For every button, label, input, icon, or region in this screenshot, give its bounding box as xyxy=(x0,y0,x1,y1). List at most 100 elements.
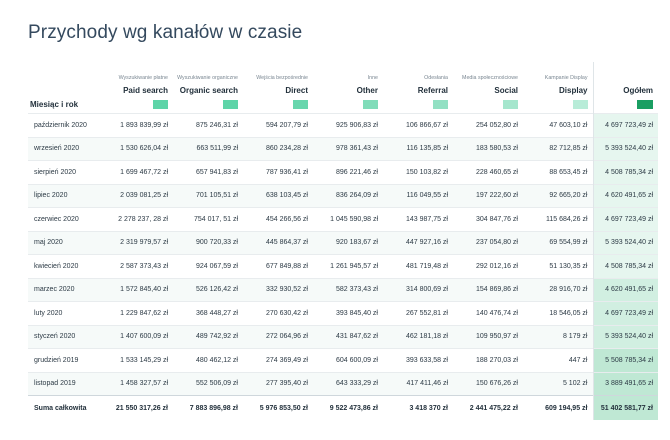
value-cell: 183 580,53 zł xyxy=(453,136,523,161)
page-title: Przychody wg kanałów w czasie xyxy=(28,22,303,43)
legend-swatch-cell xyxy=(383,95,453,114)
value-cell: 2 319 979,57 zł xyxy=(103,230,173,255)
month-label: kwiecień 2020 xyxy=(28,254,103,278)
month-label: sierpień 2020 xyxy=(28,160,103,184)
table-row: listopad 2019 1 458 327,57 zł 552 506,09 z… xyxy=(28,371,658,396)
value-cell: 5 102 zł xyxy=(523,371,593,396)
value-cell: 1 530 626,04 zł xyxy=(103,136,173,161)
color-swatch xyxy=(363,99,378,109)
table-row: październik 2020 1 893 839,99 zł 875 246,3… xyxy=(28,113,658,137)
total-cell: 4 620 491,65 zł xyxy=(592,183,658,208)
column-subtitle: Wyszukiwanie płatne xyxy=(118,75,168,81)
value-cell: 188 270,03 zł xyxy=(453,348,523,372)
column-header[interactable]: Referral xyxy=(417,86,448,95)
value-cell: 594 207,79 zł xyxy=(243,113,313,137)
column-header[interactable]: Ogółem xyxy=(592,82,658,95)
color-swatch xyxy=(223,99,238,109)
value-cell: 643 333,29 zł xyxy=(313,371,383,396)
total-value-cell: 21 550 317,26 zł xyxy=(103,395,173,420)
value-cell: 1 572 845,40 zł xyxy=(103,277,173,302)
total-cell: 5 393 524,40 zł xyxy=(592,136,658,161)
table-row: kwiecień 2020 2 587 373,43 zł 924 067,59 z… xyxy=(28,254,658,278)
value-cell: 663 511,99 zł xyxy=(173,136,243,161)
column-header[interactable]: Direct xyxy=(285,86,308,95)
value-cell: 28 916,70 zł xyxy=(523,277,593,302)
value-cell: 526 126,42 zł xyxy=(173,277,243,302)
column-subtitle xyxy=(592,62,658,82)
value-cell: 1 407 600,09 zł xyxy=(103,324,173,349)
revenue-table: Wyszukiwanie płatne Wyszukiwanie organicz… xyxy=(28,62,658,420)
value-cell: 1 229 847,62 zł xyxy=(103,301,173,325)
value-cell: 140 476,74 zł xyxy=(453,301,523,325)
column-header[interactable]: Display xyxy=(559,86,588,95)
value-cell: 787 936,41 zł xyxy=(243,160,313,184)
swatch-row: Miesiąc i rok xyxy=(28,95,658,114)
total-cell: 4 697 723,49 zł xyxy=(592,113,658,137)
value-cell: 454 266,56 zł xyxy=(243,207,313,231)
value-cell: 1 893 839,99 zł xyxy=(103,113,173,137)
value-cell: 447 zł xyxy=(523,348,593,372)
value-cell: 267 552,81 zł xyxy=(383,301,453,325)
value-cell: 92 665,20 zł xyxy=(523,183,593,208)
legend-swatch-cell xyxy=(243,95,313,114)
value-cell: 677 849,88 zł xyxy=(243,254,313,278)
column-subtitle: Inne xyxy=(367,75,378,81)
value-cell: 254 052,80 zł xyxy=(453,113,523,137)
total-value-cell: 3 418 370 zł xyxy=(383,395,453,420)
color-swatch xyxy=(293,99,308,109)
value-cell: 228 460,65 zł xyxy=(453,160,523,184)
total-value-cell: 609 194,95 zł xyxy=(523,395,593,420)
color-swatch xyxy=(503,99,518,109)
column-header[interactable]: Other xyxy=(356,86,378,95)
total-cell: 4 508 785,34 zł xyxy=(592,254,658,278)
column-subtitle-row: Wyszukiwanie płatne Wyszukiwanie organicz… xyxy=(28,62,658,82)
value-cell: 304 847,76 zł xyxy=(453,207,523,231)
month-label: czerwiec 2020 xyxy=(28,207,103,231)
column-header[interactable]: Social xyxy=(494,86,518,95)
value-cell: 2 587 373,43 zł xyxy=(103,254,173,278)
value-cell: 1 261 945,57 zł xyxy=(313,254,383,278)
value-cell: 445 864,37 zł xyxy=(243,230,313,255)
value-cell: 88 653,45 zł xyxy=(523,160,593,184)
legend-swatch-cell xyxy=(313,95,383,114)
value-cell: 431 847,62 zł xyxy=(313,324,383,349)
legend-swatch-cell xyxy=(173,95,243,114)
value-cell: 292 012,16 zł xyxy=(453,254,523,278)
value-cell: 150 676,26 zł xyxy=(453,371,523,396)
table-row: marzec 2020 1 572 845,40 zł 526 126,42 zł 3… xyxy=(28,277,658,302)
value-cell: 481 719,48 zł xyxy=(383,254,453,278)
total-cell: 4 697 723,49 zł xyxy=(592,207,658,231)
value-cell: 197 222,60 zł xyxy=(453,183,523,208)
legend-swatch-cell xyxy=(453,95,523,114)
table-row: luty 2020 1 229 847,62 zł 368 448,27 zł 270… xyxy=(28,301,658,325)
value-cell: 924 067,59 zł xyxy=(173,254,243,278)
total-cell: 3 889 491,65 zł xyxy=(592,371,658,396)
column-subtitle: Kampanie Display xyxy=(544,75,588,81)
column-header[interactable]: Paid search xyxy=(123,86,168,95)
value-cell: 701 105,51 zł xyxy=(173,183,243,208)
value-cell: 2 278 237, 28 zł xyxy=(103,207,173,231)
column-header[interactable]: Organic search xyxy=(179,86,238,95)
value-cell: 480 462,12 zł xyxy=(173,348,243,372)
value-cell: 860 234,28 zł xyxy=(243,136,313,161)
value-cell: 1 045 590,98 zł xyxy=(313,207,383,231)
value-cell: 150 103,82 zł xyxy=(383,160,453,184)
value-cell: 116 049,55 zł xyxy=(383,183,453,208)
color-swatch xyxy=(572,99,588,109)
total-cell: 5 393 524,40 zł xyxy=(592,230,658,255)
value-cell: 836 264,09 zł xyxy=(313,183,383,208)
value-cell: 657 941,83 zł xyxy=(173,160,243,184)
column-header-row: Paid search Organic search Direct Other Refe… xyxy=(28,82,658,95)
value-cell: 143 987,75 zł xyxy=(383,207,453,231)
column-subtitle: Media społecznościowe xyxy=(462,75,518,81)
column-subtitle: Odesłania xyxy=(424,75,448,81)
column-subtitle: Wejścia bezpośrednie xyxy=(256,75,308,81)
month-label: grudzień 2019 xyxy=(28,348,103,372)
value-cell: 154 869,86 zł xyxy=(453,277,523,302)
value-cell: 115 684,26 zł xyxy=(523,207,593,231)
value-cell: 270 630,42 zł xyxy=(243,301,313,325)
value-cell: 875 246,31 zł xyxy=(173,113,243,137)
value-cell: 1 699 467,72 zł xyxy=(103,160,173,184)
value-cell: 332 930,52 zł xyxy=(243,277,313,302)
month-label: styczeń 2020 xyxy=(28,324,103,349)
